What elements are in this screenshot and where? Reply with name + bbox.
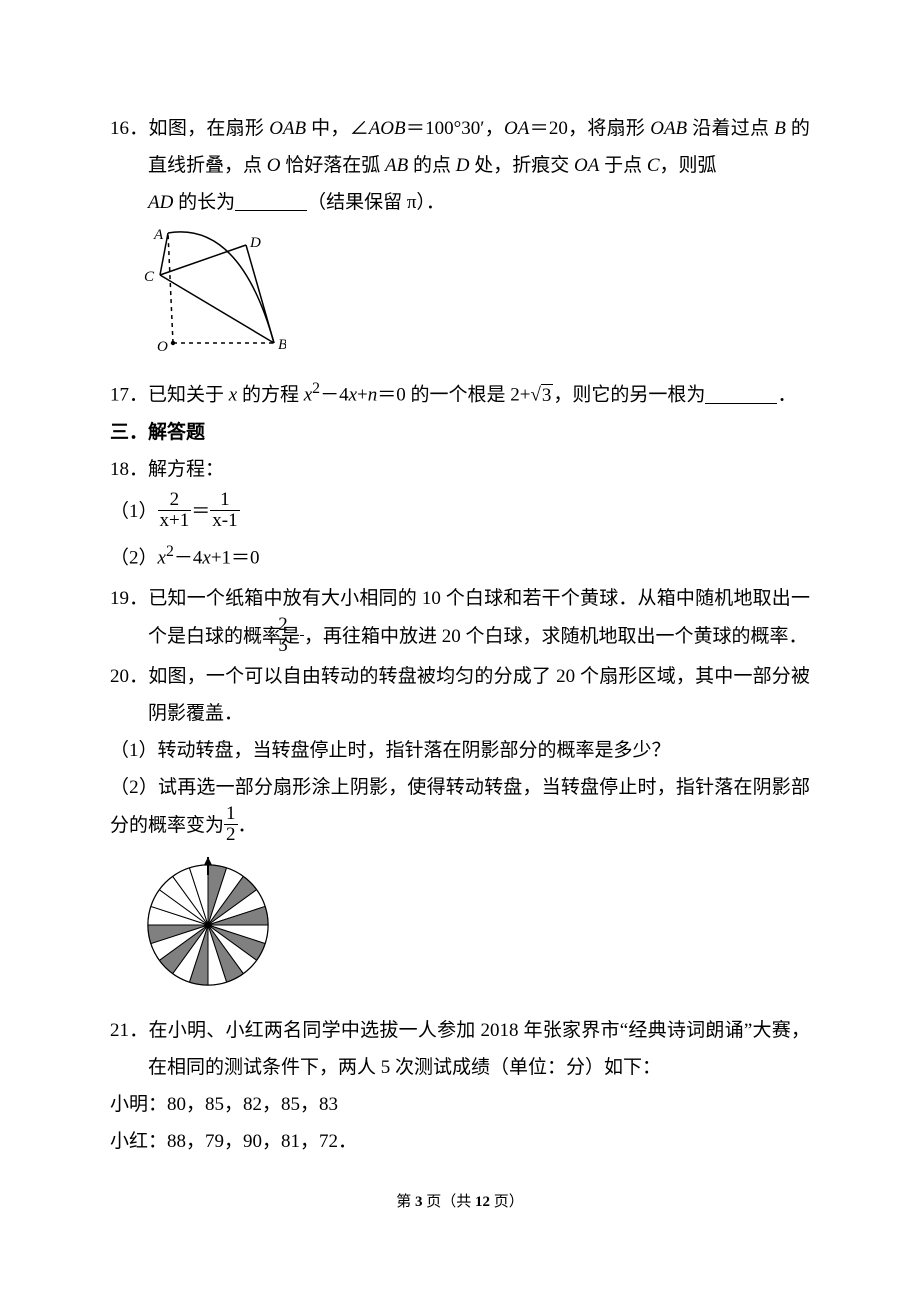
q20-part2: （2）试再选一部分扇形涂上阴影，使得转动转盘，当转盘停止时，指针落在阴影部分的概… <box>110 769 810 847</box>
section-3-heading: 三．解答题 <box>110 414 810 451</box>
question-21: 21．在小明、小红两名同学中选拔一人参加 2018 年张家界市“经典诗词朗诵”大… <box>110 1012 810 1086</box>
fraction-1-over-x-1: 1x-1 <box>210 490 239 531</box>
question-16: 16．如图，在扇形 OAB 中，∠AOB＝100°30′，OA＝20，将扇形 O… <box>110 110 810 184</box>
question-17: 17．已知关于 x 的方程 x2－4x+n＝0 的一个根是 2+√3，则它的另一… <box>110 374 810 413</box>
svg-text:D: D <box>249 235 261 251</box>
q20-num: 20． <box>110 666 148 687</box>
figure-16-svg: A D C O B <box>138 227 286 355</box>
question-19: 19．已知一个纸箱中放有大小相同的 10 个白球和若干个黄球．从箱中随机地取出一… <box>110 580 810 658</box>
svg-text:O: O <box>157 339 168 355</box>
q17-num: 17． <box>110 385 148 406</box>
q16-num: 16． <box>110 118 149 139</box>
figure-20 <box>138 853 810 1006</box>
question-16-line2: AD 的长为（结果保留 π）． <box>110 184 810 221</box>
q21-line1: 小明：80，85，82，85，83 <box>110 1086 810 1123</box>
figure-20-svg <box>138 853 278 993</box>
figure-16: A D C O B <box>138 227 810 368</box>
svg-text:B: B <box>278 337 286 353</box>
fraction-1-2: 12 <box>224 804 238 845</box>
fraction-2-5: 25 <box>300 615 304 656</box>
q18-num: 18． <box>110 459 148 480</box>
svg-text:A: A <box>153 227 164 243</box>
q20-part1: （1）转动转盘，当转盘停止时，指针落在阴影部分的概率是多少？ <box>110 732 810 769</box>
fraction-2-over-x+1: 2x+1 <box>158 490 192 531</box>
q21-line2: 小红：88，79，90，81，72． <box>110 1123 810 1160</box>
page-footer: 第 3 页（共 12 页） <box>110 1188 810 1217</box>
question-20: 20．如图，一个可以自由转动的转盘被均匀的分成了 20 个扇形区域，其中一部分被… <box>110 658 810 732</box>
q19-num: 19． <box>110 588 148 609</box>
q18-part1: （1）2x+1＝1x-1 <box>110 492 810 533</box>
q21-num: 21． <box>110 1020 148 1041</box>
blank-16[interactable] <box>235 189 307 211</box>
sqrt-3: √3 <box>530 384 553 406</box>
question-18: 18．解方程： <box>110 451 810 488</box>
svg-text:C: C <box>144 269 155 285</box>
blank-17[interactable] <box>705 382 777 404</box>
q18-part2: （2）x2－4x+1＝0 <box>110 537 810 576</box>
